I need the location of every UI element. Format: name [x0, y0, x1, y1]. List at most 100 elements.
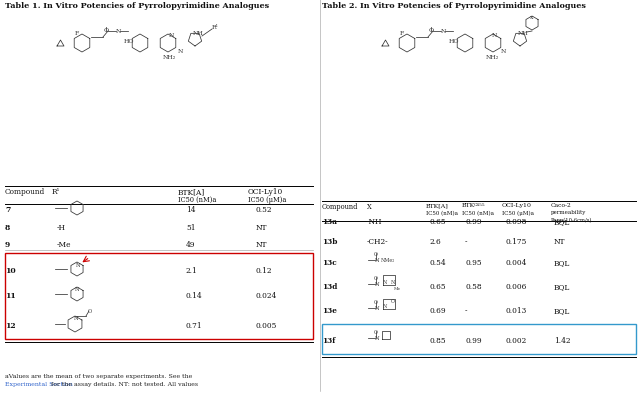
Text: 9: 9: [5, 241, 10, 248]
Text: 0.002: 0.002: [505, 336, 526, 344]
Text: IC50 (μM)a: IC50 (μM)a: [502, 211, 534, 216]
Text: OCI-Ly10: OCI-Ly10: [502, 203, 532, 207]
Text: 0.013: 0.013: [505, 306, 526, 314]
Text: NH: NH: [518, 31, 529, 36]
Text: 14: 14: [186, 205, 196, 213]
Text: IC50 (μM)a: IC50 (μM)a: [248, 196, 287, 203]
Text: N: N: [375, 335, 379, 340]
Text: F: F: [400, 31, 404, 36]
Text: 0.65: 0.65: [429, 282, 445, 290]
Text: 0.52: 0.52: [256, 205, 272, 213]
Text: 1.42: 1.42: [554, 336, 570, 344]
Text: 0.175: 0.175: [505, 237, 526, 245]
Text: O: O: [374, 275, 378, 280]
Text: Papp(10-6cm/s): Papp(10-6cm/s): [551, 217, 592, 223]
Text: x: x: [530, 15, 534, 20]
Text: O: O: [104, 28, 109, 33]
Text: NT: NT: [554, 237, 565, 245]
Text: N: N: [501, 49, 506, 54]
Text: NH₂: NH₂: [163, 55, 176, 60]
Text: C455: C455: [474, 203, 486, 207]
Bar: [322, 324, 636, 354]
Text: for the assay details. NT: not tested. All values: for the assay details. NT: not tested. A…: [49, 381, 198, 386]
Text: 8: 8: [5, 223, 10, 231]
Text: IC50 (nM)a: IC50 (nM)a: [462, 211, 494, 216]
Text: BQL: BQL: [554, 217, 570, 225]
Text: O: O: [374, 299, 378, 304]
Text: aValues are the mean of two separate experiments. See the: aValues are the mean of two separate exp…: [5, 373, 192, 378]
Text: Caco-2: Caco-2: [551, 203, 572, 207]
Bar: [5, 253, 313, 339]
Text: permeability: permeability: [551, 209, 587, 215]
Text: F: F: [75, 31, 79, 36]
Text: Compound: Compound: [322, 203, 358, 211]
Text: 0.098: 0.098: [505, 217, 526, 225]
Text: O: O: [429, 28, 434, 33]
Text: N: N: [169, 33, 174, 38]
Text: 0.54: 0.54: [429, 258, 445, 266]
Text: 0.85: 0.85: [429, 336, 445, 344]
Text: N: N: [76, 262, 80, 267]
Text: O: O: [391, 298, 395, 303]
Text: N: N: [441, 29, 446, 34]
Text: 0.024: 0.024: [256, 291, 278, 299]
Text: 0.99: 0.99: [465, 217, 481, 225]
Text: HO: HO: [449, 39, 460, 44]
Text: NH: NH: [193, 31, 204, 36]
Text: Table 2. In Vitro Potencies of Pyrrolopyrimidine Analogues: Table 2. In Vitro Potencies of Pyrrolopy…: [322, 2, 586, 10]
Text: N: N: [492, 33, 497, 38]
Text: 12: 12: [5, 321, 15, 329]
Text: 0.95: 0.95: [465, 258, 481, 266]
Text: 0.006: 0.006: [505, 282, 526, 290]
Text: 0.99: 0.99: [465, 336, 481, 344]
Text: O: O: [374, 329, 378, 334]
Text: 13f: 13f: [322, 336, 335, 344]
Text: BTK[A]: BTK[A]: [426, 203, 449, 207]
Text: 2.1: 2.1: [186, 266, 198, 274]
Text: 0.005: 0.005: [256, 321, 278, 329]
Text: 49: 49: [186, 241, 196, 248]
Text: 13b: 13b: [322, 237, 337, 245]
Text: Compound: Compound: [5, 188, 46, 196]
Text: -: -: [465, 237, 467, 245]
Text: NT: NT: [256, 223, 267, 231]
Text: 51: 51: [186, 223, 196, 231]
Text: BTK[A]: BTK[A]: [178, 188, 205, 196]
Text: 0.58: 0.58: [465, 282, 481, 290]
Text: R¹: R¹: [52, 188, 60, 196]
Text: O: O: [88, 308, 92, 313]
Text: 13c: 13c: [322, 258, 337, 266]
Text: -H: -H: [57, 223, 66, 231]
Text: 13d: 13d: [322, 282, 337, 290]
Text: 13e: 13e: [322, 306, 337, 314]
Text: 2.6: 2.6: [429, 237, 441, 245]
Text: -NH-: -NH-: [367, 217, 385, 225]
Text: NT: NT: [256, 241, 267, 248]
Text: 13a: 13a: [322, 217, 337, 225]
Text: 0.14: 0.14: [186, 291, 203, 299]
Text: N: N: [178, 49, 183, 54]
Text: -: -: [465, 306, 467, 314]
Text: N: N: [75, 286, 79, 291]
Text: N: N: [74, 315, 78, 320]
Text: 0.71: 0.71: [186, 321, 203, 329]
Text: BQL: BQL: [554, 282, 570, 290]
Text: BTK: BTK: [462, 203, 475, 207]
Text: -CH2-: -CH2-: [367, 237, 388, 245]
Text: Me: Me: [394, 286, 401, 290]
Text: -Me: -Me: [57, 241, 72, 248]
Text: NH₂: NH₂: [486, 55, 499, 60]
Text: OCI-Ly10: OCI-Ly10: [248, 188, 283, 196]
Text: N: N: [383, 303, 387, 308]
Text: 0.69: 0.69: [429, 306, 445, 314]
Text: Experimental Section: Experimental Section: [5, 381, 72, 386]
Text: 0.65: 0.65: [429, 217, 445, 225]
Text: N: N: [116, 29, 121, 34]
Text: 10: 10: [5, 266, 16, 274]
Text: 0.12: 0.12: [256, 266, 272, 274]
Text: N: N: [375, 257, 379, 262]
Text: N: N: [375, 281, 379, 286]
Text: O: O: [374, 251, 378, 256]
Text: 0.004: 0.004: [505, 258, 526, 266]
Text: NMe₂: NMe₂: [381, 257, 395, 262]
